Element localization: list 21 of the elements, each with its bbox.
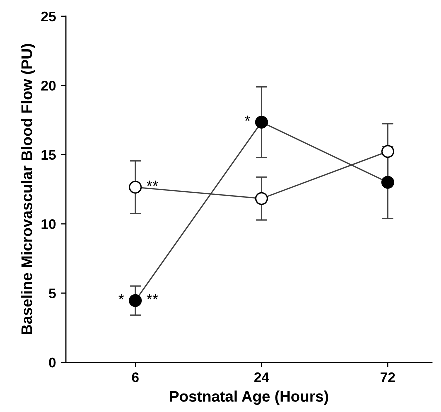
point bbox=[129, 181, 142, 194]
y-tick-label: 20 bbox=[41, 81, 56, 91]
annotation: ** bbox=[146, 180, 158, 186]
y-tick-label: 10 bbox=[42, 219, 56, 230]
y-axis-title: Baseline Microvascular Blood Flow (PU) bbox=[21, 44, 36, 335]
annotation: ** bbox=[146, 294, 158, 300]
annotation: * bbox=[118, 294, 124, 300]
y-tick-label: 25 bbox=[41, 12, 56, 22]
y-tick-label: 5 bbox=[49, 288, 56, 299]
y-tick-label: 0 bbox=[49, 358, 56, 368]
point bbox=[382, 176, 394, 190]
x-tick-label: 24 bbox=[254, 372, 270, 382]
point bbox=[255, 116, 268, 129]
x-axis-title: Postnatal Age (Hours) bbox=[170, 390, 328, 406]
point bbox=[129, 294, 142, 308]
x-tick-label: 6 bbox=[132, 372, 139, 382]
point bbox=[382, 145, 394, 158]
x-tick-label: 72 bbox=[380, 372, 396, 382]
point bbox=[255, 192, 268, 206]
annotation: * bbox=[244, 116, 250, 122]
y-tick-label: 15 bbox=[42, 150, 56, 160]
